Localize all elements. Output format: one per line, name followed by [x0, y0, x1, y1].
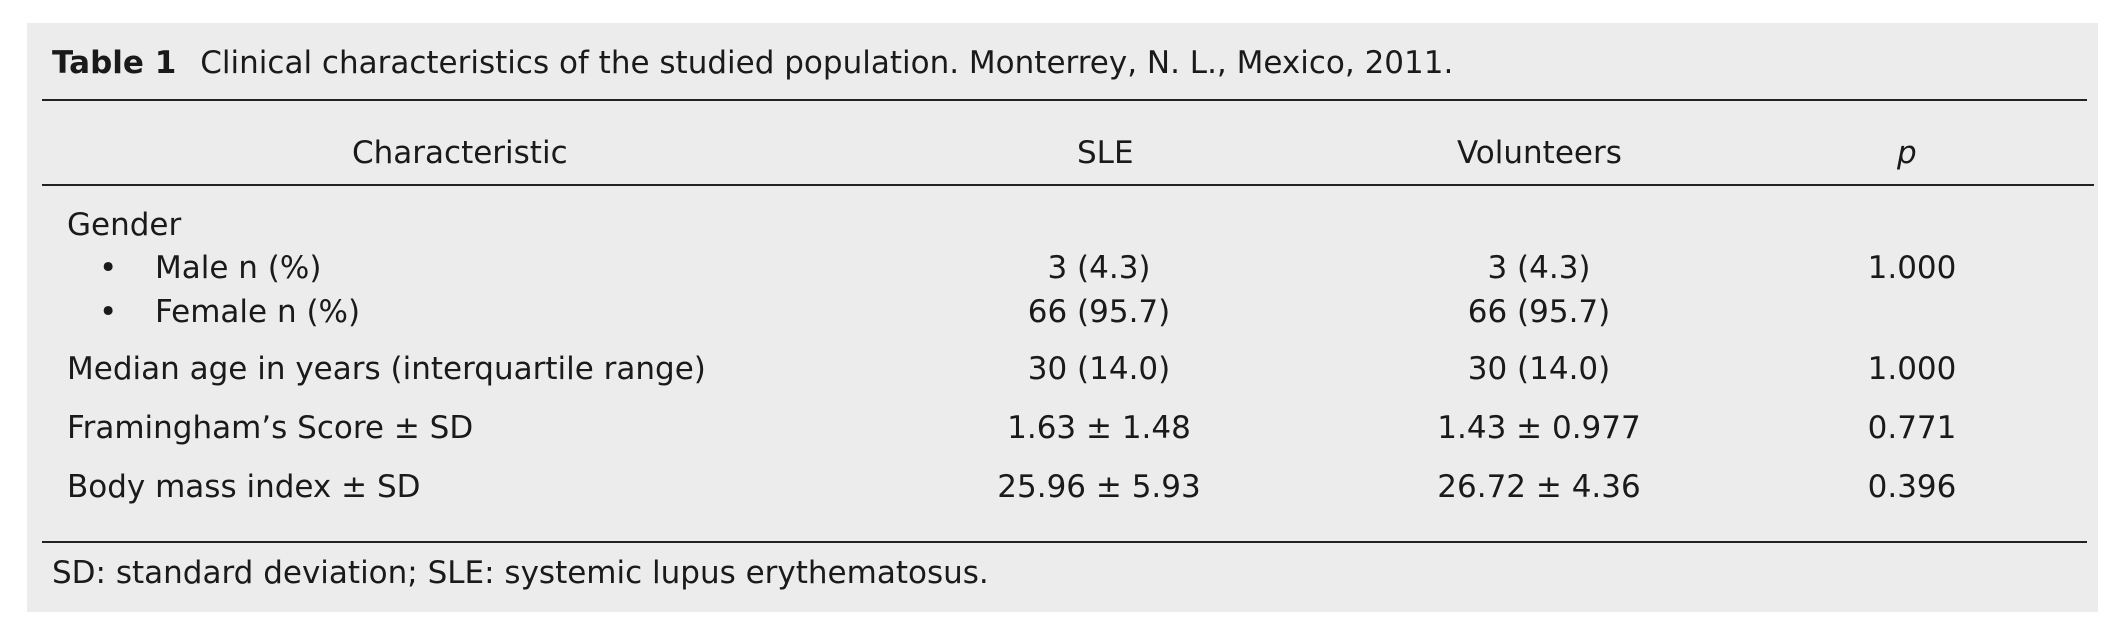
volunteers-value: 30 (14.0) — [1467, 351, 1611, 387]
p-value: 1.000 — [1867, 351, 1957, 387]
header-p-value: p — [1897, 135, 1917, 171]
row-label: Framingham’s Score ± SD — [67, 410, 474, 446]
header-sle: SLE — [1077, 135, 1134, 171]
table-caption-text: Clinical characteristics of the studied … — [200, 45, 1454, 81]
header-rule — [42, 184, 2094, 186]
volunteers-value: 3 (4.3) — [1487, 250, 1591, 286]
table-panel: Table 1 Clinical characteristics of the s… — [27, 23, 2098, 612]
header-volunteers: Volunteers — [1457, 135, 1622, 171]
row-label: Male n (%) — [155, 250, 322, 286]
sle-value: 66 (95.7) — [1027, 294, 1171, 330]
volunteers-value: 26.72 ± 4.36 — [1437, 469, 1641, 505]
top-rule — [42, 99, 2087, 101]
row-label: Body mass index ± SD — [67, 469, 421, 505]
table-footnote: SD: standard deviation; SLE: systemic lu… — [52, 555, 989, 591]
bottom-rule — [42, 541, 2087, 543]
volunteers-value: 1.43 ± 0.977 — [1437, 410, 1641, 446]
sle-value: 1.63 ± 1.48 — [1007, 410, 1191, 446]
table-caption: Table 1 Clinical characteristics of the s… — [52, 43, 1453, 83]
p-value: 0.771 — [1867, 410, 1957, 446]
p-value: 0.396 — [1867, 469, 1957, 505]
header-characteristic: Characteristic — [352, 135, 568, 171]
bullet-icon: • — [99, 250, 118, 286]
p-value: 1.000 — [1867, 250, 1957, 286]
table-row-gender: Gender — [27, 204, 2098, 246]
row-label: Median age in years (interquartile range… — [67, 351, 706, 387]
table-row: Body mass index ± SD 25.96 ± 5.93 26.72 … — [27, 466, 2098, 508]
volunteers-value: 66 (95.7) — [1467, 294, 1611, 330]
sle-value: 25.96 ± 5.93 — [997, 469, 1201, 505]
bullet-icon: • — [99, 294, 118, 330]
row-label: Female n (%) — [155, 294, 361, 330]
table-row: • Female n (%) 66 (95.7) 66 (95.7) — [27, 291, 2098, 333]
table-row: • Male n (%) 3 (4.3) 3 (4.3) 1.000 — [27, 247, 2098, 289]
gender-group-label: Gender — [67, 207, 182, 243]
sle-value: 3 (4.3) — [1047, 250, 1151, 286]
table-row: Framingham’s Score ± SD 1.63 ± 1.48 1.43… — [27, 407, 2098, 449]
table-label: Table 1 — [52, 45, 177, 81]
table-row: Median age in years (interquartile range… — [27, 348, 2098, 390]
sle-value: 30 (14.0) — [1027, 351, 1171, 387]
